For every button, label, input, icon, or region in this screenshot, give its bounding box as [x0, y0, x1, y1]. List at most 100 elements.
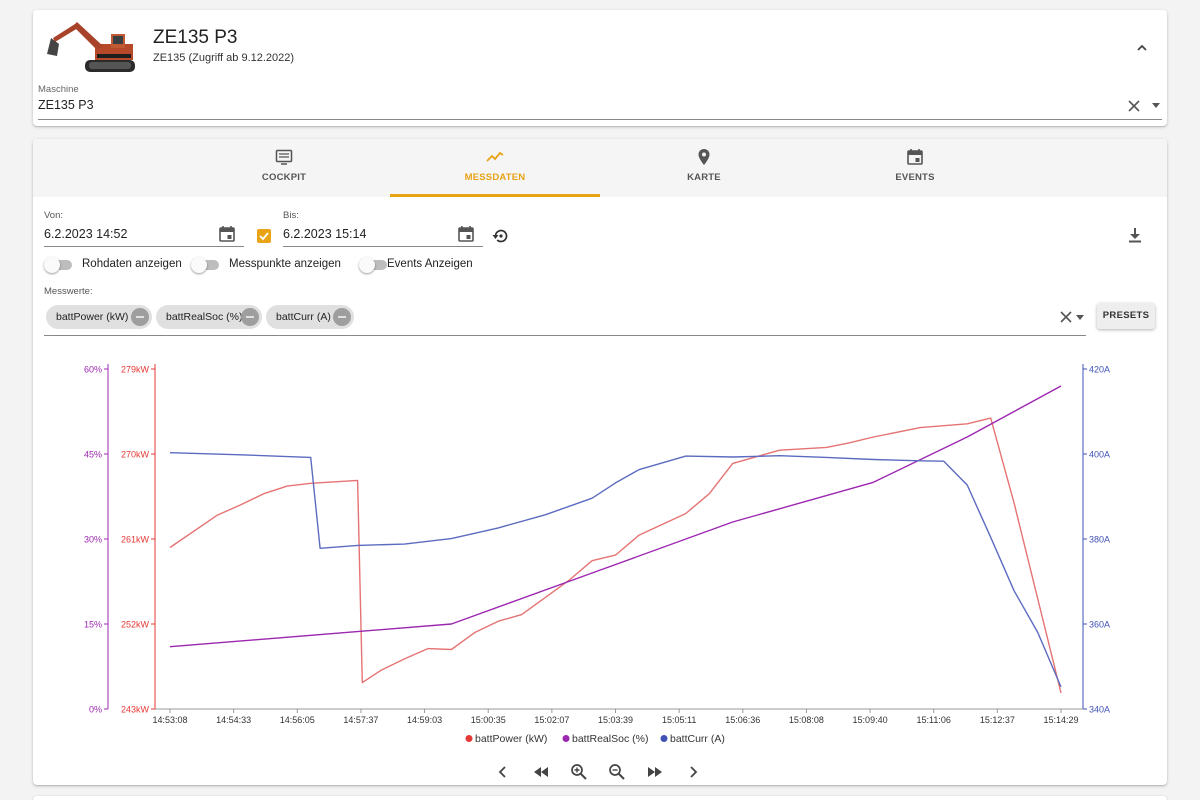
dashboard-icon	[275, 149, 293, 165]
zoom-out-icon[interactable]	[607, 762, 627, 782]
to-date-value: 6.2.2023 15:14	[283, 227, 367, 241]
messpunkte-toggle-label: Messpunkte anzeigen	[229, 258, 341, 270]
remove-icon[interactable]	[131, 308, 149, 326]
bottom-card	[33, 796, 1167, 800]
power-axis-tick-label: 252kW	[121, 620, 150, 630]
fast-rewind-icon[interactable]	[531, 762, 551, 782]
from-label: Von:	[44, 210, 64, 221]
toggle-track	[195, 260, 219, 270]
legend-label: battRealSoc (%)	[572, 733, 648, 745]
toggle-thumb	[359, 257, 375, 273]
sync-checkbox[interactable]	[257, 229, 271, 243]
x-axis-tick-label: 14:57:37	[343, 715, 378, 725]
x-axis-tick-label: 15:12:37	[980, 715, 1015, 725]
messwerte-label: Messwerte:	[44, 286, 93, 297]
tab-messdaten[interactable]: MESSDATEN	[390, 139, 600, 197]
presets-button[interactable]: PRESETS	[1097, 303, 1155, 329]
legend-marker	[562, 735, 570, 742]
x-axis-tick-label: 15:09:40	[853, 715, 888, 725]
toggle-track	[363, 260, 387, 270]
tab-label: EVENTS	[895, 172, 935, 183]
x-axis-tick-label: 15:06:36	[725, 715, 760, 725]
series-line	[169, 417, 1062, 694]
messpunkte-toggle[interactable]	[191, 257, 221, 273]
current-axis-tick-label: 380A	[1089, 535, 1110, 545]
to-date-input[interactable]: 6.2.2023 15:14	[283, 225, 483, 247]
messwerte-select[interactable]: battPower (kW) battRealSoc (%) battCurr …	[44, 301, 1086, 336]
x-axis-tick-label: 15:03:39	[598, 715, 633, 725]
power-axis-tick-label: 261kW	[121, 535, 150, 545]
tab-bar: COCKPIT MESSDATEN KARTE EVENTS	[33, 139, 1167, 197]
rohdaten-toggle[interactable]	[44, 257, 74, 273]
legend-marker	[660, 735, 668, 742]
power-axis-tick-label: 243kW	[121, 705, 150, 715]
fast-forward-icon[interactable]	[645, 762, 665, 782]
remove-icon[interactable]	[241, 308, 259, 326]
x-axis-tick-label: 14:53:08	[152, 715, 187, 725]
soc-axis-tick-label: 30%	[84, 535, 102, 545]
chip-battpower: battPower (kW)	[46, 305, 152, 329]
calendar-icon[interactable]	[457, 225, 475, 243]
remove-icon[interactable]	[333, 308, 351, 326]
from-date-input[interactable]: 6.2.2023 14:52	[44, 225, 244, 247]
soc-axis-tick-label: 0%	[89, 705, 102, 715]
measurement-card: COCKPIT MESSDATEN KARTE EVENTS	[33, 139, 1167, 785]
tab-label: MESSDATEN	[464, 172, 526, 183]
power-axis-tick-label: 279kW	[121, 365, 150, 375]
tab-karte[interactable]: KARTE	[599, 139, 809, 197]
chip-label: battPower (kW)	[56, 311, 129, 323]
legend-label: battPower (kW)	[475, 733, 547, 745]
machine-title: ZE135 P3	[153, 27, 238, 48]
chip-label: battRealSoc (%)	[166, 311, 243, 323]
calendar-icon	[907, 149, 923, 165]
x-axis-tick-label: 15:11:06	[917, 715, 951, 725]
tab-events[interactable]: EVENTS	[810, 139, 1020, 197]
toggle-thumb	[44, 257, 60, 273]
x-axis-tick-label: 15:00:35	[471, 715, 506, 725]
clear-icon[interactable]	[1126, 98, 1142, 114]
x-axis-tick-label: 15:05:11	[662, 715, 696, 725]
zoom-in-icon[interactable]	[569, 762, 589, 782]
events-toggle[interactable]	[359, 257, 389, 273]
current-axis-tick-label: 420A	[1089, 365, 1110, 375]
chip-battcurr: battCurr (A)	[266, 305, 354, 329]
reset-history-icon[interactable]	[491, 226, 511, 246]
current-axis-tick-label: 400A	[1089, 450, 1110, 460]
events-toggle-label: Events Anzeigen	[387, 258, 473, 270]
tab-label: KARTE	[687, 172, 721, 183]
machine-field-label: Maschine	[38, 84, 79, 95]
excavator-image	[47, 22, 135, 72]
chevron-left-icon[interactable]	[493, 762, 513, 782]
series-line	[169, 385, 1062, 648]
trend-icon	[486, 151, 504, 162]
legend-marker	[465, 735, 473, 742]
calendar-icon[interactable]	[218, 225, 236, 243]
power-axis-tick-label: 270kW	[121, 450, 150, 460]
machine-header-card: ZE135 P3 ZE135 (Zugriff ab 9.12.2022) Ma…	[33, 10, 1167, 126]
clear-icon[interactable]	[1058, 309, 1074, 325]
soc-axis-tick-label: 15%	[84, 620, 102, 630]
x-axis-tick-label: 15:02:07	[534, 715, 569, 725]
to-label: Bis:	[283, 210, 299, 221]
check-icon	[259, 232, 269, 241]
toggle-track	[48, 260, 72, 270]
rohdaten-toggle-label: Rohdaten anzeigen	[82, 258, 182, 270]
from-date-value: 6.2.2023 14:52	[44, 227, 128, 241]
x-axis-tick-label: 14:54:33	[216, 715, 251, 725]
dropdown-arrow-icon[interactable]	[1152, 103, 1160, 108]
active-tab-indicator	[390, 194, 600, 197]
machine-select[interactable]: ZE135 P3	[38, 96, 1162, 120]
chart-navigation	[493, 762, 703, 782]
dropdown-arrow-icon[interactable]	[1076, 315, 1084, 320]
collapse-button[interactable]	[1131, 37, 1153, 59]
x-axis-tick-label: 14:56:05	[280, 715, 315, 725]
machine-subtitle: ZE135 (Zugriff ab 9.12.2022)	[153, 52, 295, 64]
chevron-right-icon[interactable]	[683, 762, 703, 782]
tab-cockpit[interactable]: COCKPIT	[179, 139, 389, 197]
x-axis-tick-label: 14:59:03	[407, 715, 442, 725]
chip-label: battCurr (A)	[276, 311, 331, 323]
machine-select-value: ZE135 P3	[38, 98, 94, 112]
current-axis-tick-label: 340A	[1089, 705, 1110, 715]
current-axis-tick-label: 360A	[1089, 620, 1110, 630]
download-icon[interactable]	[1125, 225, 1145, 245]
